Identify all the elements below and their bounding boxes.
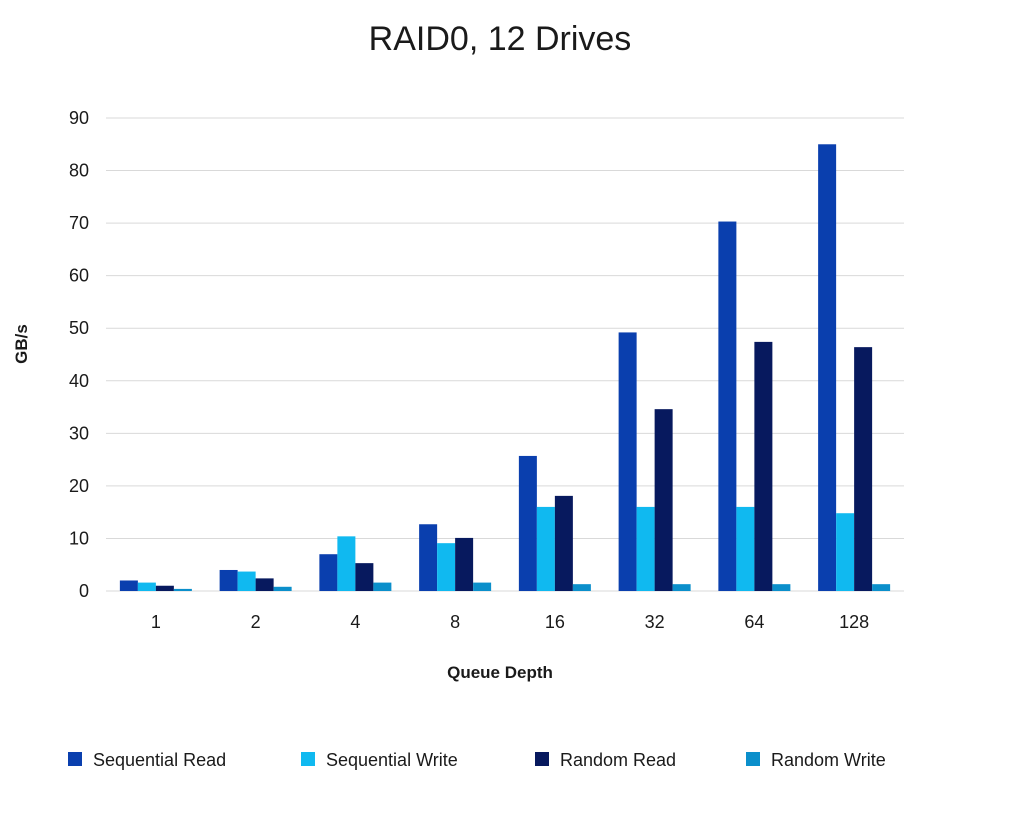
bar	[173, 588, 192, 591]
bar	[536, 506, 555, 591]
bar	[654, 409, 673, 591]
legend-item: Random Write	[746, 750, 886, 770]
bar	[473, 582, 492, 591]
x-tick-labels: 1 2 4 8 16 32 64 128	[151, 612, 869, 632]
bar	[255, 578, 274, 591]
bar	[337, 536, 356, 591]
y-tick-labels: 0 10 20 30 40 50 60 70 80 90	[69, 108, 89, 601]
x-tick-label: 128	[839, 612, 869, 632]
bar	[718, 221, 737, 592]
legend-swatch	[535, 752, 549, 766]
bar	[155, 585, 174, 591]
x-tick-label: 8	[450, 612, 460, 632]
legend-label: Sequential Write	[326, 750, 458, 770]
bar	[818, 144, 837, 591]
bar	[219, 569, 238, 591]
y-tick-label: 10	[69, 528, 89, 548]
bar	[554, 495, 573, 591]
bar	[754, 341, 773, 591]
y-tick-label: 70	[69, 213, 89, 233]
bar	[518, 455, 537, 591]
bar	[836, 513, 855, 591]
x-tick-label: 1	[151, 612, 161, 632]
y-tick-label: 40	[69, 371, 89, 391]
legend-item: Sequential Read	[68, 750, 226, 770]
bar	[119, 580, 138, 591]
legend-label: Random Read	[560, 750, 676, 770]
bar	[854, 347, 873, 591]
y-tick-label: 90	[69, 108, 89, 128]
bar	[373, 582, 392, 591]
bar	[736, 506, 755, 591]
bar	[636, 506, 655, 591]
chart-title: RAID0, 12 Drives	[369, 20, 632, 58]
bar	[672, 584, 691, 591]
bar	[355, 563, 374, 591]
bar	[437, 543, 456, 591]
bar	[455, 537, 474, 591]
legend-label: Sequential Read	[93, 750, 226, 770]
x-tick-label: 64	[744, 612, 764, 632]
legend-swatch	[301, 752, 315, 766]
y-tick-label: 20	[69, 476, 89, 496]
legend-item: Random Read	[535, 750, 676, 770]
bar	[618, 332, 637, 591]
x-tick-label: 32	[645, 612, 665, 632]
bar	[572, 584, 591, 591]
bar	[137, 582, 156, 591]
y-tick-label: 80	[69, 161, 89, 181]
y-tick-label: 0	[79, 581, 89, 601]
y-tick-label: 50	[69, 318, 89, 338]
x-tick-label: 4	[350, 612, 360, 632]
bar	[237, 571, 256, 591]
legend: Sequential Read Sequential Write Random Re…	[68, 750, 886, 770]
bar	[872, 584, 891, 591]
bar	[419, 524, 438, 591]
x-tick-label: 16	[545, 612, 565, 632]
legend-swatch	[68, 752, 82, 766]
bar	[273, 586, 292, 591]
y-tick-label: 30	[69, 423, 89, 443]
x-tick-label: 2	[251, 612, 261, 632]
gridlines	[106, 117, 904, 592]
bar	[319, 554, 338, 591]
legend-swatch	[746, 752, 760, 766]
x-axis-label: Queue Depth	[447, 663, 553, 682]
legend-label: Random Write	[771, 750, 886, 770]
y-axis-label: GB/s	[12, 324, 31, 364]
y-tick-label: 60	[69, 266, 89, 286]
bars	[119, 144, 891, 592]
bar	[772, 584, 791, 591]
legend-item: Sequential Write	[301, 750, 458, 770]
